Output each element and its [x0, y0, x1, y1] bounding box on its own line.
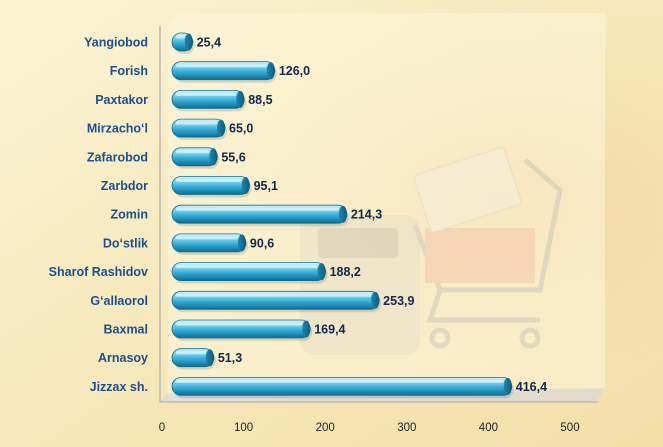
- bar-highlight: [176, 150, 210, 154]
- category-label: Baxmal: [104, 323, 148, 337]
- bar: [171, 32, 195, 54]
- bar: [171, 61, 277, 83]
- category-label: Zarbdor: [101, 179, 148, 193]
- value-label: 25,4: [197, 36, 221, 50]
- category-label: Sharof Rashidov: [49, 265, 148, 279]
- bar-end-cap: [317, 263, 326, 281]
- bar-highlight: [176, 265, 318, 269]
- bar: [171, 319, 313, 341]
- bar-highlight: [176, 351, 206, 355]
- bar-end-cap: [217, 119, 226, 137]
- bar-highlight: [176, 236, 238, 240]
- bar: [171, 233, 248, 255]
- value-labels: 25,4 126,0 88,5 65,0 55,6 95,1 214,3 90,6 188,2 2…: [197, 36, 547, 394]
- bar: [171, 204, 349, 227]
- value-label: 169,4: [314, 323, 345, 337]
- category-label: Paxtakor: [95, 93, 148, 107]
- value-label: 95,1: [254, 179, 278, 193]
- bar-end-cap: [266, 62, 275, 80]
- value-label: 126,0: [279, 64, 310, 78]
- bar-end-cap: [236, 90, 245, 108]
- bar: [171, 90, 247, 112]
- bar: [171, 290, 382, 313]
- bar-highlight: [176, 64, 267, 68]
- category-label: Forish: [110, 64, 148, 78]
- category-label: Do‘stlik: [103, 236, 148, 250]
- bar-end-cap: [503, 377, 512, 395]
- bar-highlight: [176, 35, 185, 39]
- bar-highlight: [176, 121, 218, 125]
- bar-highlight: [176, 379, 504, 383]
- bar-end-cap: [205, 349, 214, 367]
- bars-group: [171, 32, 514, 399]
- bar-highlight: [176, 322, 303, 326]
- x-tick-label: 500: [560, 422, 579, 434]
- bar-end-cap: [302, 320, 311, 338]
- value-label: 88,5: [248, 93, 272, 107]
- category-label: G‘allaorol: [90, 294, 148, 308]
- value-label: 253,9: [383, 294, 414, 308]
- x-tick-label: 0: [159, 422, 165, 434]
- bar-highlight: [176, 207, 339, 211]
- category-label: Zomin: [111, 208, 149, 222]
- category-label: Yangiobod: [84, 36, 148, 50]
- x-tick-label: 300: [397, 422, 416, 434]
- bar-highlight: [176, 179, 242, 182]
- bar: [171, 147, 220, 169]
- bar-end-cap: [209, 148, 218, 166]
- value-label: 65,0: [229, 122, 253, 136]
- category-label: Mirzacho‘l: [87, 122, 148, 136]
- category-label: Zafarobod: [87, 150, 148, 164]
- bar: [171, 176, 252, 198]
- bar-highlight: [176, 92, 237, 96]
- x-tick-label: 400: [479, 422, 498, 434]
- bar: [171, 376, 514, 399]
- category-labels: Yangiobod Forish Paxtakor Mirzacho‘l Zafarob…: [49, 36, 148, 394]
- value-label: 416,4: [516, 380, 547, 394]
- bar-end-cap: [237, 234, 246, 252]
- bar-end-cap: [184, 33, 193, 51]
- category-label: Arnasoy: [98, 351, 148, 365]
- bar: [171, 118, 228, 141]
- value-label: 55,6: [221, 150, 245, 164]
- value-label: 90,6: [250, 236, 274, 250]
- bar: [171, 348, 216, 370]
- x-tick-label: 200: [316, 422, 335, 434]
- bar-end-cap: [338, 205, 347, 223]
- x-axis-ticks: 0 100 200 300 400 500: [159, 422, 580, 434]
- bar: [171, 262, 328, 284]
- x-tick-label: 100: [234, 422, 253, 434]
- value-label: 51,3: [218, 351, 242, 365]
- bar-end-cap: [371, 291, 380, 309]
- category-label: Jizzax sh.: [90, 380, 148, 394]
- value-label: 214,3: [351, 208, 382, 222]
- value-label: 188,2: [330, 265, 361, 279]
- bar-highlight: [176, 293, 372, 297]
- bar-end-cap: [241, 177, 250, 194]
